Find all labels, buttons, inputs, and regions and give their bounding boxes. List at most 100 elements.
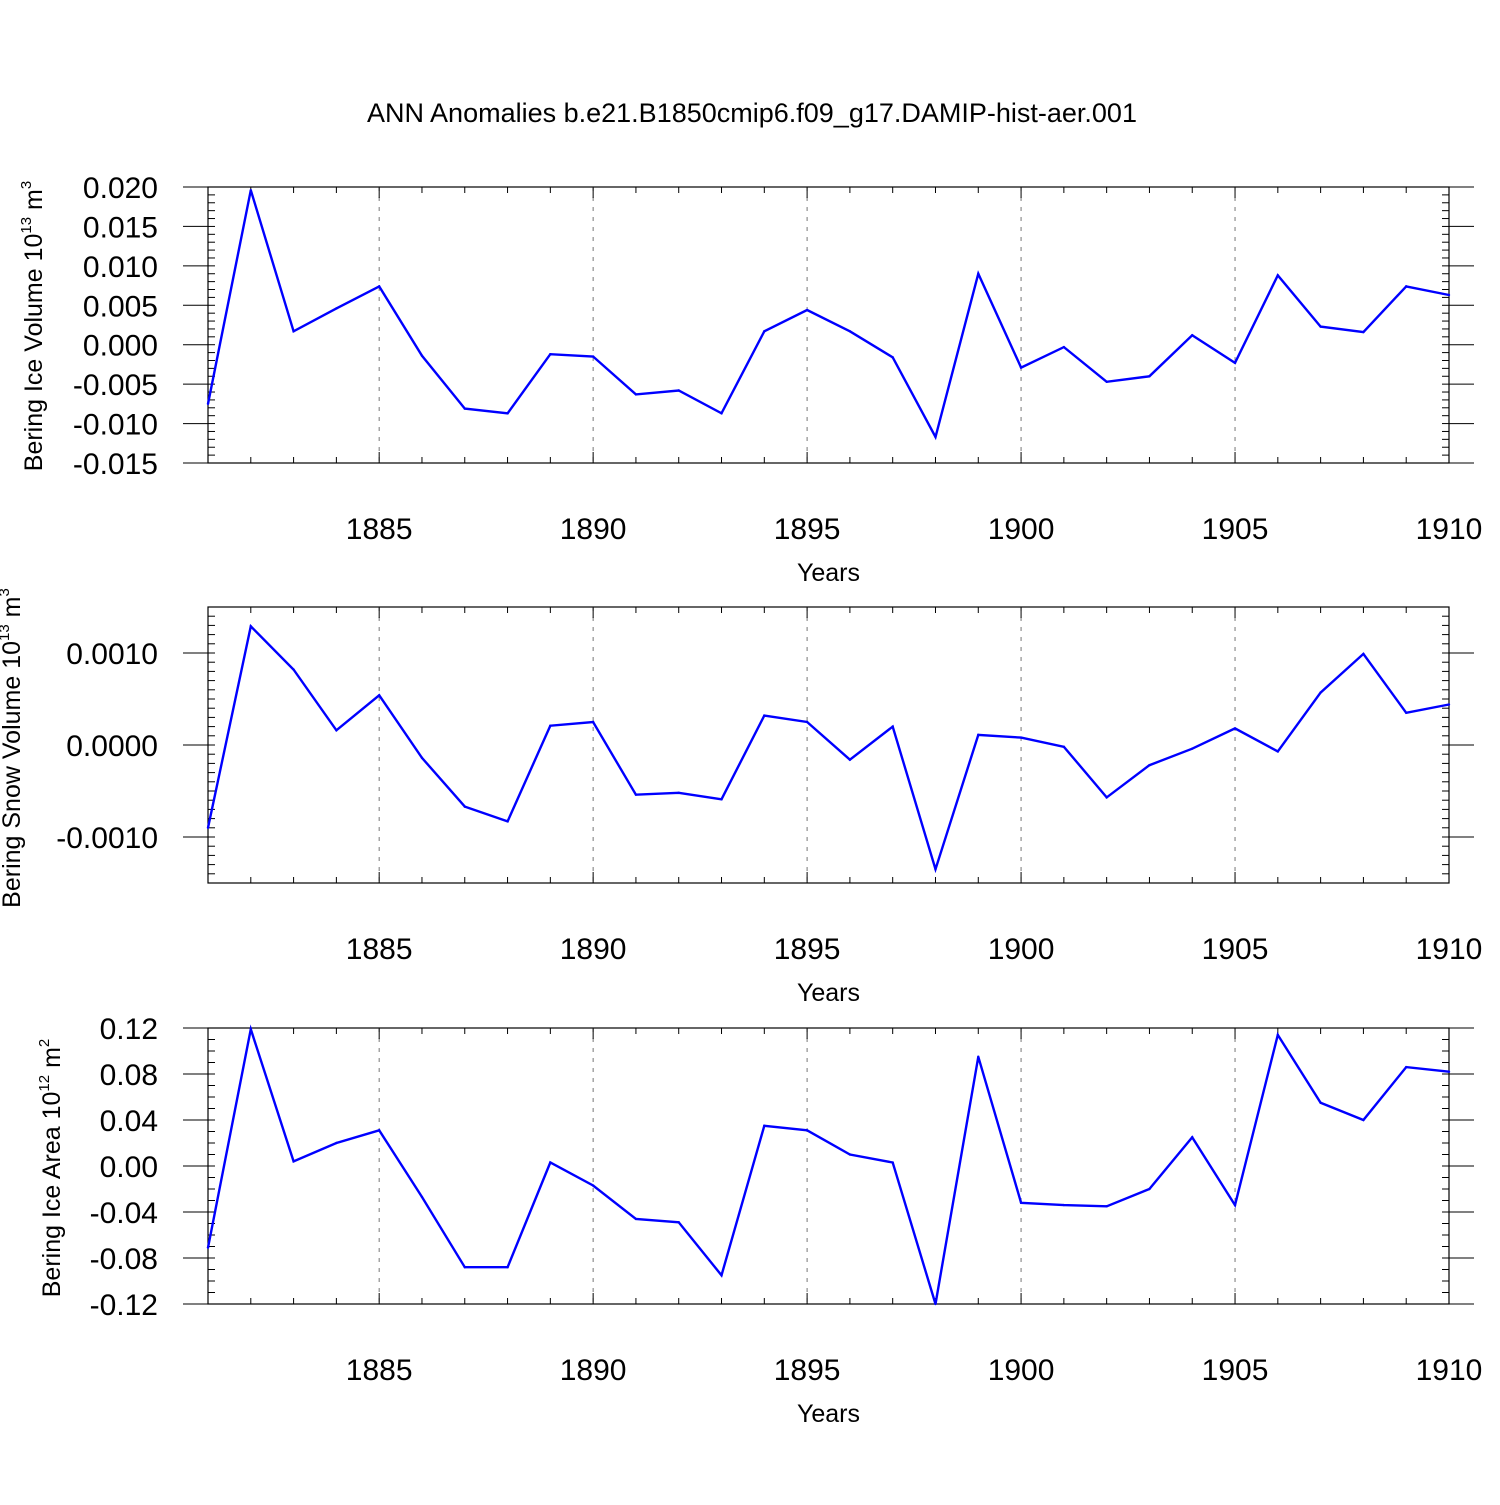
data-point-1891 — [634, 793, 638, 796]
data-point-1903 — [1148, 764, 1151, 767]
data-point-1885 — [377, 285, 381, 288]
data-point-1881 — [206, 826, 210, 829]
chart-title: ANN Anomalies b.e21.B1850cmip6.f09_g17.D… — [367, 98, 1137, 128]
data-point-1888 — [506, 820, 509, 823]
data-point-1902 — [1105, 380, 1108, 383]
data-point-1888 — [506, 412, 509, 415]
data-point-1907 — [1319, 691, 1322, 694]
y-axis-label-unit-exponent: 3 — [18, 181, 35, 189]
data-point-1903 — [1148, 375, 1151, 378]
data-point-1885 — [377, 694, 381, 697]
data-point-1894 — [763, 1124, 766, 1127]
data-point-1905 — [1233, 727, 1237, 730]
data-point-1897 — [891, 1161, 894, 1164]
chart-panel-2: 1885 1890 1895 1900 1905 1910 Years -0.0010 0.00… — [0, 588, 1482, 1007]
chart-panels: 1885 1890 1895 1900 1905 1910 Years -0.015 -0.01… — [0, 172, 1482, 1428]
data-point-1885 — [377, 1129, 381, 1132]
data-point-1901 — [1062, 1203, 1066, 1207]
data-point-1900 — [1019, 366, 1023, 369]
y-tick-label: -0.010 — [73, 409, 158, 442]
y-tick-label: 0.020 — [83, 172, 158, 205]
data-point-1902 — [1105, 796, 1108, 799]
y-tick-label: -0.04 — [90, 1197, 158, 1230]
data-point-1882 — [249, 1027, 252, 1031]
chart-panel-3: 1885 1890 1895 1900 1905 1910 Years -0.12 -0.08 -… — [36, 1013, 1482, 1428]
y-axis-label: Bering Ice Volume 1013 m3 — [18, 181, 48, 471]
x-tick-label: 1910 — [1416, 933, 1483, 966]
data-point-1884 — [335, 1141, 338, 1145]
data-point-1895 — [805, 1129, 809, 1132]
data-point-1892 — [677, 791, 680, 795]
y-tick-label: 0.0010 — [66, 638, 158, 671]
data-point-1904 — [1191, 1136, 1194, 1139]
x-tick-label: 1885 — [346, 1354, 413, 1387]
data-point-1896 — [848, 330, 852, 333]
data-point-1897 — [891, 725, 894, 728]
x-axis-label: Years — [797, 559, 860, 587]
data-point-1905 — [1233, 1203, 1237, 1207]
y-axis-label-exponent: 12 — [36, 1075, 53, 1092]
data-point-1882 — [249, 188, 252, 192]
y-axis-label-text: Bering Ice Volume 10 — [20, 234, 48, 472]
y-tick-label: 0.015 — [83, 211, 158, 244]
plot-frame — [207, 186, 1450, 464]
y-axis-label-unit-exponent: 2 — [36, 1039, 53, 1047]
series-line — [206, 189, 1450, 441]
x-tick-label: 1885 — [346, 513, 413, 546]
x-tick-label: 1885 — [346, 933, 413, 966]
data-point-1886 — [420, 1195, 424, 1199]
data-point-1908 — [1362, 330, 1365, 334]
y-tick-label: 0.04 — [100, 1105, 158, 1138]
x-tick-label: 1900 — [988, 933, 1055, 966]
x-tick-label: 1895 — [774, 513, 841, 546]
y-axis-label-unit: m — [0, 597, 26, 625]
x-tick-label: 1895 — [774, 1354, 841, 1387]
data-point-1889 — [549, 724, 552, 727]
y-tick-label: 0.010 — [83, 251, 158, 284]
data-point-1894 — [763, 330, 766, 333]
data-point-1893 — [720, 412, 723, 415]
data-point-1891 — [634, 1217, 638, 1221]
y-tick-label: 0.08 — [100, 1059, 158, 1092]
data-point-1903 — [1148, 1187, 1151, 1191]
data-point-1882 — [249, 625, 252, 628]
data-point-1908 — [1362, 1118, 1365, 1122]
x-axis-label: Years — [797, 979, 860, 1007]
data-point-1889 — [549, 1161, 552, 1164]
data-point-1901 — [1062, 345, 1066, 349]
x-tick-label: 1905 — [1202, 1354, 1269, 1387]
data-point-1890 — [591, 355, 595, 358]
data-point-1904 — [1191, 334, 1194, 337]
data-point-1890 — [591, 720, 595, 724]
x-tick-label: 1905 — [1202, 513, 1269, 546]
y-tick-label: -0.0010 — [56, 822, 158, 855]
y-axis-label-unit: m — [38, 1047, 66, 1075]
x-tick-label: 1900 — [988, 513, 1055, 546]
y-axis-label-text: Bering Snow Volume 10 — [0, 641, 26, 908]
data-point-1905 — [1233, 361, 1237, 365]
data-point-1887 — [463, 1266, 466, 1269]
x-tick-label: 1910 — [1416, 513, 1483, 546]
x-tick-label: 1900 — [988, 1354, 1055, 1387]
x-tick-label: 1910 — [1416, 1354, 1483, 1387]
data-point-1888 — [506, 1266, 509, 1269]
y-axis-label: Bering Snow Volume 1013 m3 — [0, 588, 26, 908]
data-point-1899 — [977, 1055, 980, 1058]
data-point-1910 — [1447, 1070, 1451, 1073]
data-point-1897 — [891, 356, 894, 359]
y-tick-label: 0.12 — [100, 1013, 158, 1046]
data-point-1884 — [335, 307, 338, 310]
data-point-1893 — [720, 1274, 723, 1277]
data-point-1892 — [677, 1221, 680, 1224]
plot-frame — [207, 606, 1450, 884]
data-point-1907 — [1319, 325, 1322, 328]
data-point-1894 — [763, 714, 766, 717]
chart-panel-1: 1885 1890 1895 1900 1905 1910 Years -0.015 -0.01… — [18, 172, 1482, 587]
data-point-1883 — [292, 668, 295, 671]
data-point-1900 — [1019, 1201, 1023, 1205]
y-axis-label: Bering Ice Area 1012 m2 — [36, 1039, 66, 1298]
data-point-1898 — [934, 1302, 937, 1306]
data-point-1887 — [463, 407, 466, 410]
